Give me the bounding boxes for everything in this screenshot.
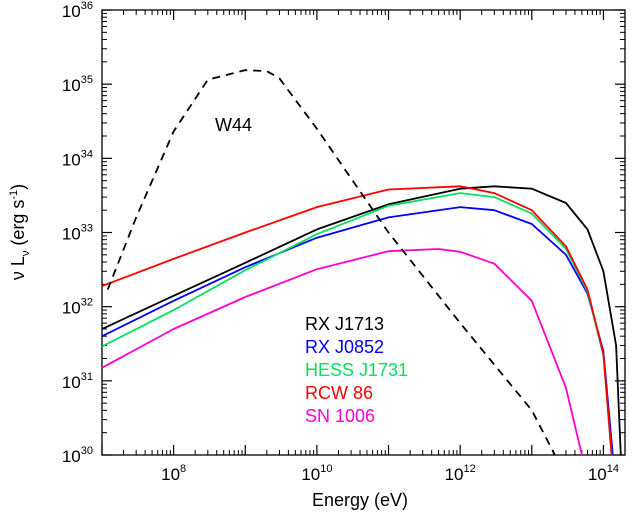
y-title-nu: ν L xyxy=(8,256,28,280)
x-axis-title: Energy (eV) xyxy=(312,490,408,510)
x-tick-label: 108 xyxy=(161,463,186,484)
y-title-units: (erg s xyxy=(8,200,28,251)
y-tick-label: 1031 xyxy=(62,371,93,392)
y-title-sub: ν xyxy=(20,250,32,256)
legend-entry: SN 1006 xyxy=(305,406,375,426)
y-tick-label: 1030 xyxy=(62,445,93,466)
legend-entry: RCW 86 xyxy=(305,383,373,403)
x-tick-label: 1014 xyxy=(588,463,619,484)
y-axis-title: ν Lν (erg s-1) xyxy=(8,184,32,280)
y-title-sup: -1 xyxy=(8,190,20,200)
y-tick-label: 1036 xyxy=(62,0,93,21)
series-rcw-86 xyxy=(102,185,613,455)
legend: RX J1713 RX J0852 HESS J1731 RCW 86 SN 1006 xyxy=(305,314,408,426)
x-tick-label: 1010 xyxy=(301,463,332,484)
legend-entry: HESS J1731 xyxy=(305,360,408,380)
x-tick-label: 1012 xyxy=(445,463,476,484)
series-rx-j1713 xyxy=(102,185,622,455)
axis-ticks xyxy=(101,9,625,456)
w44-annotation: W44 xyxy=(215,115,252,135)
series-sn-1006 xyxy=(102,248,583,455)
y-tick-label: 1033 xyxy=(62,223,93,244)
legend-entry: RX J0852 xyxy=(305,337,384,357)
legend-entry: RX J1713 xyxy=(305,314,384,334)
y-tick-label: 1035 xyxy=(62,74,93,95)
y-title-close: ) xyxy=(8,184,28,190)
tick-labels: 108 1010 1012 1014 1030 1031 1032 1033 1034 1035 1… xyxy=(62,0,619,484)
series-layer xyxy=(102,69,622,455)
series-w44 xyxy=(106,69,556,455)
y-tick-label: 1032 xyxy=(62,297,93,318)
y-tick-label: 1034 xyxy=(62,148,93,169)
